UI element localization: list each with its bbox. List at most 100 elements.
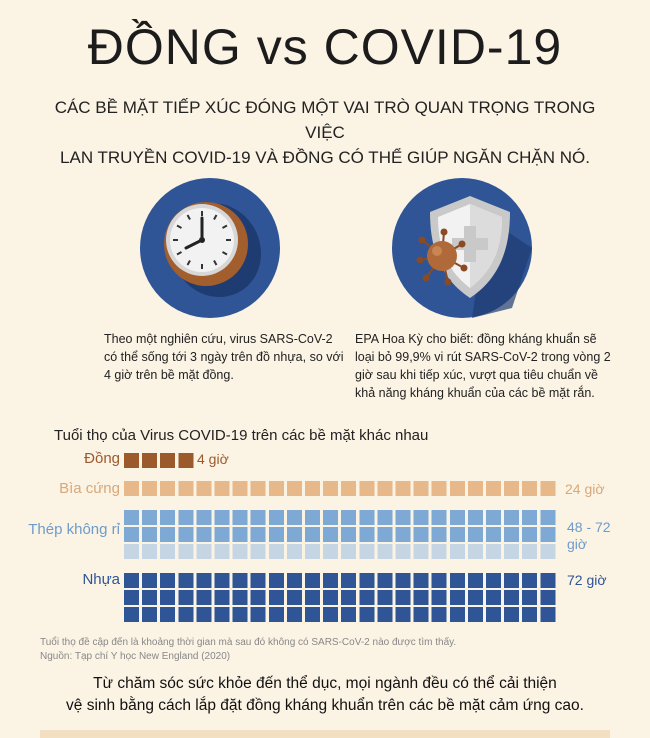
hour-square-plastic [286,573,302,588]
hour-square-steel [232,527,248,542]
hour-square-steel [449,510,465,525]
row-label-copper: Đồng [84,450,120,467]
hour-square-plastic [196,607,212,622]
value-label-plastic: 72 giờ [567,572,607,588]
hour-square-steel [286,510,302,525]
value-label-steel-unit: giờ [567,536,588,552]
hour-square-plastic [359,573,375,588]
hour-square-plastic [359,590,375,605]
hour-square-steel [467,544,483,559]
hour-square-plastic [160,590,176,605]
hour-square-cardboard [467,481,483,496]
hour-square-steel [124,527,139,542]
hour-square-steel [341,527,357,542]
hour-square-plastic [395,590,411,605]
hour-square-plastic [214,590,230,605]
hour-square-steel [196,527,212,542]
hour-square-plastic [377,590,393,605]
hour-square-steel [214,527,230,542]
hour-square-plastic [214,607,230,622]
hour-square-steel [323,544,339,559]
subtitle: CÁC BỀ MẶT TIẾP XÚC ĐÓNG MỘT VAI TRÒ QUA… [40,95,610,170]
hour-square-cardboard [160,481,176,496]
hour-square-steel [341,544,357,559]
row-label-steel: Thép không rỉ [28,521,120,538]
hour-square-plastic [413,590,429,605]
hour-square-steel [504,527,520,542]
hour-square-plastic [142,607,158,622]
hour-square-steel [449,544,465,559]
hour-square-steel [214,544,230,559]
fact-epa-copper: EPA Hoa Kỳ cho biết: đồng kháng khuẩn sẽ… [355,332,611,400]
hour-square-steel [341,510,357,525]
hour-square-plastic [305,607,320,622]
hour-square-plastic [323,590,339,605]
hour-square-cardboard [449,481,465,496]
hour-square-steel [178,544,194,559]
hour-square-plastic [413,573,429,588]
hour-square-steel [160,544,176,559]
clock-icon [140,178,280,318]
hour-square-cardboard [214,481,230,496]
shield-virus-icon [392,178,532,318]
hour-square-plastic [124,573,139,588]
hour-square-plastic [178,607,194,622]
hour-square-plastic [323,573,339,588]
hour-square-steel [178,510,194,525]
hour-square-plastic [522,590,538,605]
hour-square-steel [413,544,429,559]
hour-square-plastic [178,573,194,588]
hour-square-plastic [341,590,357,605]
hour-square-plastic [323,607,339,622]
hour-square-cardboard [341,481,357,496]
hour-square-plastic [232,573,248,588]
hour-square-plastic [305,590,320,605]
hour-square-plastic [377,573,393,588]
hour-square-steel [522,510,538,525]
hour-square-steel [395,544,411,559]
hour-square-steel [431,527,447,542]
hour-square-plastic [486,607,501,622]
hour-square-plastic [232,607,248,622]
hour-square-steel [268,527,284,542]
hour-square-cardboard [323,481,339,496]
hour-square-plastic [449,573,465,588]
row-label-cardboard: Bìa cứng [59,480,120,497]
hour-square-plastic [449,590,465,605]
hour-square-plastic [431,607,447,622]
hour-square-steel [377,544,393,559]
hour-square-plastic [268,607,284,622]
hour-square-cardboard [431,481,447,496]
hour-square-steel [359,544,375,559]
hour-square-steel [305,510,320,525]
hour-square-cardboard [522,481,538,496]
hour-square-steel [142,527,158,542]
hour-square-cardboard [250,481,266,496]
hour-square-plastic [160,607,176,622]
hour-square-plastic [178,590,194,605]
hour-square-plastic [504,590,520,605]
chart-title: Tuổi thọ của Virus COVID-19 trên các bề … [54,427,429,444]
hour-square-plastic [160,573,176,588]
hour-square-steel [196,544,212,559]
hour-square-plastic [305,573,320,588]
hour-square-plastic [142,590,158,605]
hour-square-steel [377,510,393,525]
hour-square-plastic [250,607,266,622]
hour-square-steel [504,510,520,525]
value-label-cardboard: 24 giờ [565,481,605,497]
hour-square-copper [178,453,194,468]
hour-square-steel [250,544,266,559]
hour-square-cardboard [305,481,320,496]
hour-square-steel [522,527,538,542]
hour-square-plastic [522,607,538,622]
hour-square-steel [268,510,284,525]
page-title: ĐỒNG vs COVID-19 [87,19,563,75]
hour-square-steel [305,527,320,542]
hour-square-plastic [250,590,266,605]
hour-square-steel [449,527,465,542]
hour-square-steel [178,527,194,542]
hour-square-plastic [522,573,538,588]
hour-square-cardboard [540,481,556,496]
hour-square-cardboard [504,481,520,496]
